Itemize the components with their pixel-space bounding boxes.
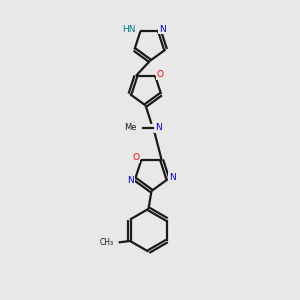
Text: Me: Me bbox=[124, 123, 136, 132]
Text: HN: HN bbox=[122, 25, 136, 34]
Text: O: O bbox=[133, 153, 140, 162]
Text: N: N bbox=[127, 176, 134, 185]
Text: CH₃: CH₃ bbox=[99, 238, 113, 247]
Text: O: O bbox=[156, 70, 164, 79]
Text: N: N bbox=[154, 123, 161, 132]
Text: N: N bbox=[159, 25, 166, 34]
Text: N: N bbox=[169, 173, 176, 182]
